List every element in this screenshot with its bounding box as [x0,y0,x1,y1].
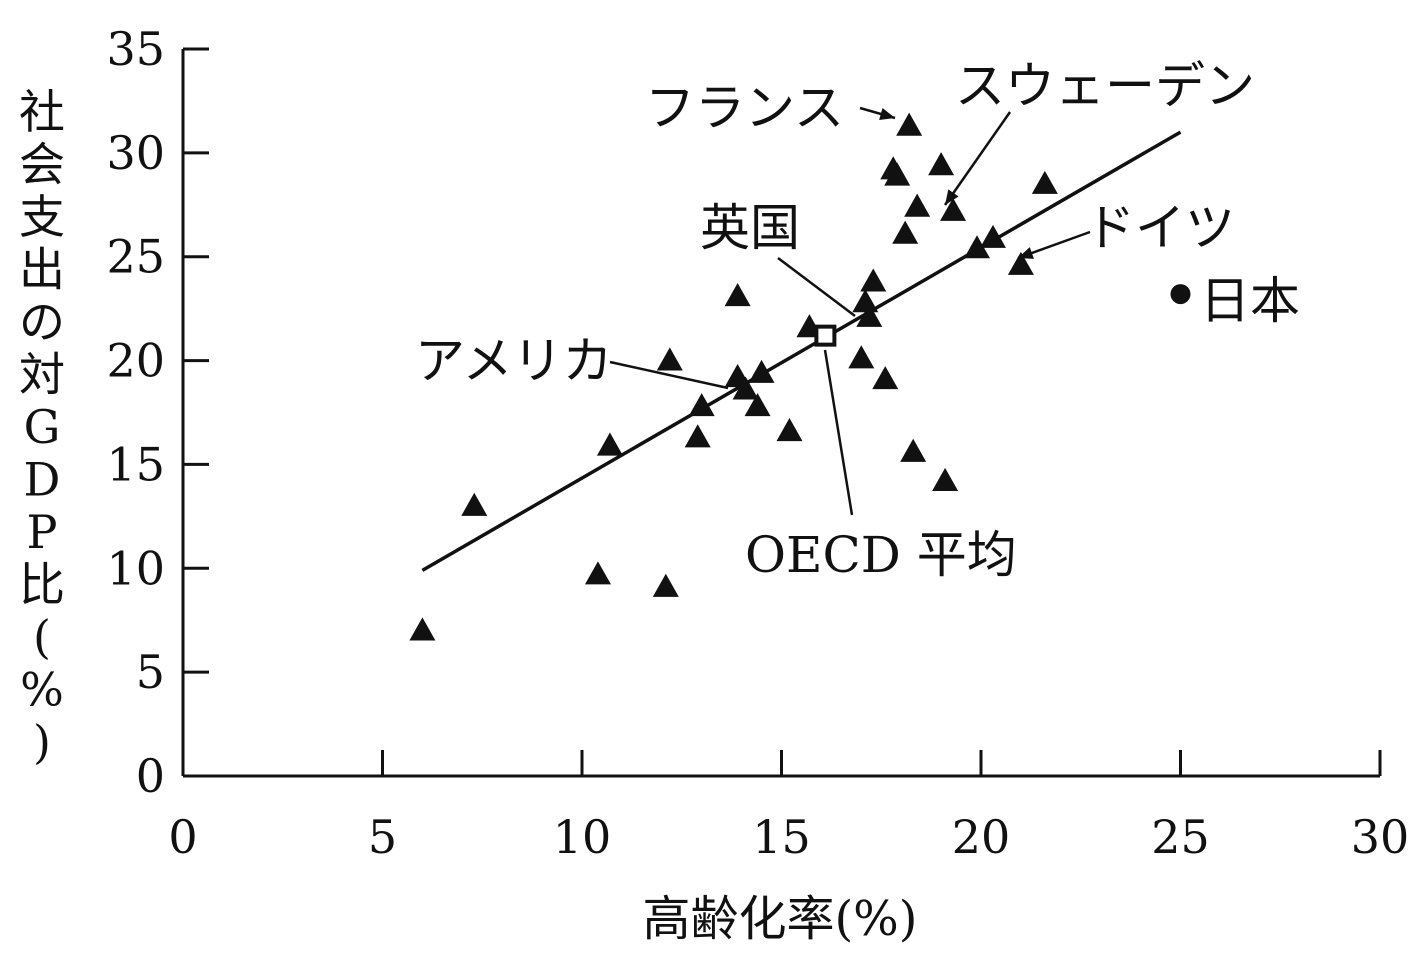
triangle-point [776,417,803,442]
x-tick-label: 0 [168,810,197,864]
triangle-point [900,438,927,462]
triangle-point [1007,251,1034,275]
triangle-point [904,193,931,217]
trendline-group [421,130,1182,572]
triangle-point [852,289,879,313]
triangle-point [856,303,883,327]
triangle-point [596,432,623,456]
triangle-point [1031,170,1058,194]
y-axis-title-char: D [24,453,61,507]
y-axis-title-char: の [19,295,65,349]
triangle-point [896,112,923,136]
triangle-point [684,424,711,448]
y-tick-label: 15 [106,437,165,491]
triangle-point [964,235,991,259]
y-axis-title-char: 支 [19,190,65,244]
y-axis-title-char: P [27,505,58,559]
x-tick-label: 25 [1151,810,1210,864]
triangle-point [409,617,436,641]
data-points [409,112,1191,641]
annotation-label: OECD 平均 [745,526,1017,584]
triangle-point [724,282,751,307]
y-axis-title-char: G [24,400,61,454]
triangle-point [848,345,875,369]
y-axis-title-char: ) [33,715,51,769]
y-axis-title-char: 社 [19,85,65,139]
y-axis-title-char: ( [33,610,51,664]
triangle-point [979,224,1006,248]
trendline [421,130,1182,572]
axes [181,49,1380,778]
annotation-leader [823,349,854,516]
triangle-point [872,366,899,390]
triangle-point [652,573,679,597]
annotation-arrowhead [879,107,895,120]
x-tick-label: 15 [752,810,811,864]
triangle-point [940,197,967,221]
annotation-label: ドイツ [1085,199,1235,257]
y-tick-label: 25 [106,230,165,284]
triangle-point [732,376,759,400]
y-axis-title-char: 対 [19,348,65,402]
triangle-point [461,492,488,516]
y-axis-title-char: % [20,663,64,717]
x-tick-label: 30 [1351,810,1410,864]
annotation-leader [777,257,856,317]
y-tick-label: 30 [106,126,165,180]
y-tick-label: 5 [136,645,165,699]
y-tick-label: 10 [106,541,165,595]
annotation-arrowhead [945,189,959,205]
triangle-point [748,359,775,383]
y-axis-title-char: 比 [19,558,65,612]
triangle-point [656,347,683,371]
annotation-label: フランス [645,79,844,137]
y-axis-title-char: 会 [19,138,65,192]
triangle-point [892,220,919,244]
triangle-point [932,467,959,491]
ticks: 0 5 10 15 20 25 30 35 0 5 10 15 20 25 30 [106,22,1409,864]
square-point [814,324,837,347]
y-tick-label: 0 [136,749,165,803]
annotation-leader [609,360,729,390]
triangle-point [884,162,911,186]
triangle-point [928,152,955,176]
x-tick-label: 10 [553,810,612,864]
x-axis-title: 高齢化率(%) [642,891,917,947]
annotation-label: スウェーデン [955,57,1255,115]
annotation-leader [943,111,1012,206]
y-tick-label: 20 [106,334,165,388]
annotation-label: 日本 [1200,272,1300,330]
annotation-arrowhead [1018,247,1034,259]
x-tick-label: 20 [952,810,1011,864]
annotation-label: 英国 [700,199,800,257]
triangle-point [744,393,771,417]
circle-point [1170,284,1191,305]
y-axis-title-char: 出 [19,243,65,297]
y-tick-label: 35 [106,22,165,76]
triangle-point [584,561,611,585]
x-tick-label: 5 [368,810,397,864]
annotation-label: アメリカ [415,332,613,390]
triangle-point [688,393,715,417]
triangle-point [860,268,887,292]
